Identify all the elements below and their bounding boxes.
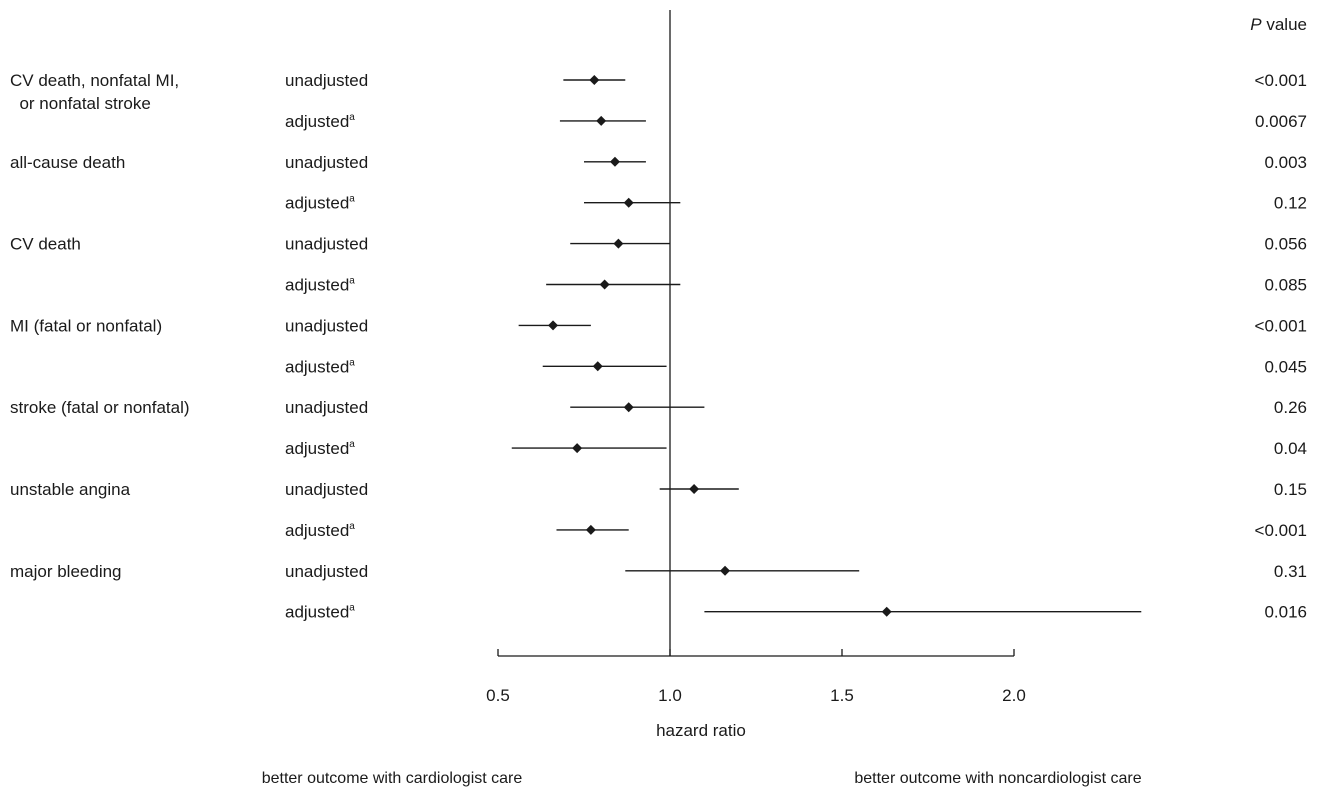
p-value: <0.001 — [1255, 521, 1307, 540]
hr-point — [572, 443, 583, 454]
hr-point — [609, 156, 620, 167]
p-value: 0.04 — [1274, 439, 1307, 458]
p-value: 0.016 — [1264, 603, 1307, 622]
rows-layer: CV death, nonfatal MI, or nonfatal strok… — [10, 71, 1307, 622]
analysis-label: unadjusted — [285, 398, 368, 417]
analysis-label: adjusteda — [285, 357, 355, 376]
p-value: 0.003 — [1264, 153, 1307, 172]
p-value: 0.0067 — [1255, 112, 1307, 131]
p-value: 0.15 — [1274, 480, 1307, 499]
p-value: 0.12 — [1274, 194, 1307, 213]
p-value: <0.001 — [1255, 71, 1307, 90]
p-value-header: P value — [1250, 15, 1307, 34]
p-value: 0.085 — [1264, 276, 1307, 295]
forest-row: stroke (fatal or nonfatal) unadjusted 0.26 — [10, 398, 1307, 417]
footer-noncardiologist-label: better outcome with noncardiologist care — [854, 770, 1141, 787]
forest-row: adjusteda 0.045 — [285, 357, 1307, 376]
p-value: 0.31 — [1274, 562, 1307, 581]
outcome-label: major bleeding — [10, 562, 122, 581]
forest-row: adjusteda 0.085 — [285, 276, 1307, 295]
hr-point — [589, 75, 600, 85]
p-value: 0.045 — [1264, 357, 1307, 376]
hr-point — [599, 279, 610, 290]
forest-row: major bleeding unadjusted 0.31 — [10, 562, 1307, 581]
hr-point — [881, 606, 892, 617]
analysis-label: unadjusted — [285, 316, 368, 335]
hr-point — [623, 402, 634, 413]
analysis-label: adjusteda — [285, 439, 355, 458]
analysis-label: unadjusted — [285, 153, 368, 172]
hr-point — [623, 197, 634, 208]
hr-point — [585, 524, 596, 535]
hr-point — [613, 238, 624, 249]
p-value: 0.056 — [1264, 235, 1307, 254]
analysis-label: adjusteda — [285, 194, 355, 213]
analysis-label: unadjusted — [285, 480, 368, 499]
analysis-label: adjusteda — [285, 521, 355, 540]
analysis-label: unadjusted — [285, 562, 368, 581]
forest-row: CV death unadjusted 0.056 — [10, 235, 1307, 254]
footer-cardiologist-label: better outcome with cardiologist care — [262, 770, 523, 787]
x-tick-label: 0.5 — [486, 686, 510, 705]
x-axis-title: hazard ratio — [656, 721, 746, 740]
forest-row: MI (fatal or nonfatal) unadjusted <0.001 — [10, 316, 1307, 335]
forest-row: adjusteda 0.0067 — [285, 112, 1307, 131]
x-tick-label: 2.0 — [1002, 686, 1026, 705]
hr-point — [592, 361, 603, 372]
outcome-label: CV death, nonfatal MI, — [10, 71, 179, 90]
hr-point — [548, 320, 559, 331]
forest-row: unstable angina unadjusted 0.15 — [10, 480, 1307, 499]
forest-row: adjusteda 0.12 — [285, 194, 1307, 213]
forest-row: all-cause death unadjusted 0.003 — [10, 153, 1307, 172]
forest-row: adjusteda <0.001 — [285, 521, 1307, 540]
outcome-label: CV death — [10, 235, 81, 254]
hr-point — [596, 115, 607, 126]
p-value: <0.001 — [1255, 316, 1307, 335]
outcome-label: MI (fatal or nonfatal) — [10, 316, 162, 335]
x-tick-label: 1.5 — [830, 686, 854, 705]
outcome-label: or nonfatal stroke — [10, 94, 151, 113]
outcome-label: unstable angina — [10, 480, 131, 499]
outcome-label: all-cause death — [10, 153, 125, 172]
forest-row: CV death, nonfatal MI, or nonfatal strok… — [10, 71, 1307, 113]
p-value: 0.26 — [1274, 398, 1307, 417]
analysis-label: adjusteda — [285, 112, 355, 131]
x-axis-ticks: 0.5 1.0 1.5 2.0 — [486, 649, 1026, 705]
analysis-label: unadjusted — [285, 71, 368, 90]
analysis-label: unadjusted — [285, 235, 368, 254]
forest-row: adjusteda 0.016 — [285, 603, 1307, 622]
outcome-label: stroke (fatal or nonfatal) — [10, 398, 190, 417]
forest-row: adjusteda 0.04 — [285, 439, 1307, 458]
x-tick-label: 1.0 — [658, 686, 682, 705]
analysis-label: adjusteda — [285, 603, 355, 622]
hr-point — [720, 565, 731, 576]
analysis-label: adjusteda — [285, 276, 355, 295]
hr-point — [689, 484, 700, 494]
